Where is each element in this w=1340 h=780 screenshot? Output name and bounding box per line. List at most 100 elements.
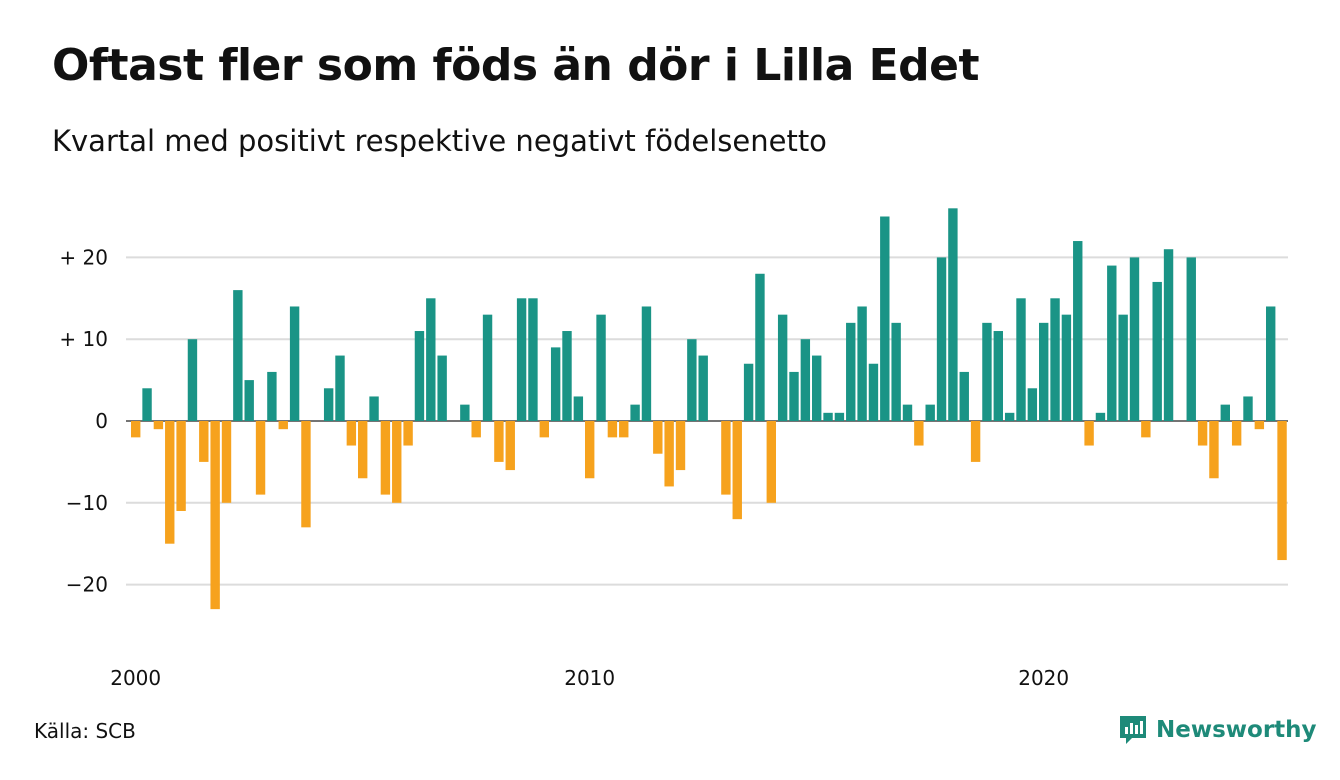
bar-negative	[914, 421, 924, 446]
bar-negative	[766, 421, 776, 503]
bar-positive	[573, 396, 584, 421]
bar-positive	[1243, 396, 1253, 421]
newsworthy-logo-icon	[1120, 716, 1146, 744]
bar-negative	[494, 421, 504, 462]
chart-subtitle: Kvartal med positivt respektive negativt…	[52, 124, 827, 158]
y-tick-label: −10	[66, 491, 108, 515]
bar-positive	[891, 322, 901, 421]
bar-negative	[1141, 421, 1151, 438]
bar-negative	[153, 421, 164, 430]
bar-positive	[846, 322, 856, 421]
source-note: Källa: SCB	[34, 719, 136, 743]
bar-positive	[857, 306, 867, 421]
bar-positive	[1061, 314, 1072, 421]
bar-positive	[959, 371, 969, 421]
bar-positive	[1186, 257, 1196, 421]
bar-positive	[834, 412, 845, 421]
bar-negative	[505, 421, 515, 471]
bar-negative	[131, 421, 141, 438]
bar-negative	[607, 421, 618, 438]
bar-positive	[880, 216, 890, 421]
bar-positive	[233, 290, 243, 421]
bar-positive	[426, 298, 436, 421]
x-tick-label: 2000	[110, 666, 161, 690]
y-axis: + 20 + 10 0 −10 −20	[59, 245, 108, 596]
bar-positive	[1129, 257, 1140, 421]
bar-positive	[187, 339, 198, 421]
bar-negative	[1254, 421, 1265, 430]
bar-positive	[437, 355, 447, 421]
y-tick-label: + 10	[59, 327, 108, 351]
bar-negative	[675, 421, 686, 471]
bar-negative	[165, 421, 175, 544]
y-tick-label: 0	[95, 409, 108, 433]
bar-negative	[1277, 421, 1287, 561]
bar-positive	[948, 208, 958, 421]
bar-positive	[687, 339, 697, 421]
newsworthy-logo-text: Newsworthy	[1156, 717, 1317, 743]
bar-positive	[1016, 298, 1026, 421]
y-tick-label: + 20	[59, 245, 108, 269]
bar-positive	[1152, 281, 1162, 421]
bar-negative	[1209, 421, 1219, 479]
bar-positive	[1073, 241, 1083, 421]
bar-positive	[1050, 298, 1060, 421]
bar-positive	[1118, 314, 1128, 421]
bar-positive	[414, 331, 425, 421]
bar-positive	[925, 404, 935, 421]
newsworthy-logo[interactable]: Newsworthy	[1118, 714, 1317, 746]
chart-title: Oftast fler som föds än dör i Lilla Edet	[52, 40, 980, 91]
bar-positive	[789, 371, 799, 421]
bar-negative	[721, 421, 731, 495]
bar-negative	[653, 421, 663, 454]
bar-positive	[244, 380, 254, 421]
bar-negative	[1197, 421, 1208, 446]
bar-negative	[539, 421, 549, 438]
bar-positive	[777, 314, 788, 421]
bar-positive	[630, 404, 640, 421]
bar-positive	[800, 339, 811, 421]
bar-positive	[1004, 412, 1015, 421]
bar-negative	[970, 421, 981, 462]
bar-negative	[471, 421, 481, 438]
bar-negative	[1231, 421, 1242, 446]
bar-positive	[868, 363, 879, 421]
bar-positive	[482, 314, 493, 421]
bar-negative	[664, 421, 674, 487]
bar-positive	[823, 412, 833, 421]
bar-positive	[1220, 404, 1230, 421]
bar-positive	[142, 388, 152, 421]
bar-positive	[460, 404, 470, 421]
bar-negative	[1084, 421, 1094, 446]
bar-positive	[641, 306, 652, 421]
bar-negative	[278, 421, 288, 430]
bar-negative	[403, 421, 413, 446]
bar-positive	[1163, 249, 1174, 421]
x-tick-label: 2020	[1018, 666, 1069, 690]
bar-negative	[176, 421, 186, 511]
x-axis: 2000 2010 2020	[110, 666, 1069, 690]
bar-negative	[392, 421, 402, 503]
bar-positive	[902, 404, 913, 421]
y-tick-label: −20	[66, 573, 108, 597]
bar-negative	[732, 421, 742, 520]
bars	[131, 208, 1287, 610]
bar-positive	[1027, 388, 1038, 421]
bar-positive	[1039, 322, 1049, 421]
bar-positive	[289, 306, 300, 421]
bar-negative	[210, 421, 220, 610]
bar-positive	[335, 355, 345, 421]
bar-positive	[267, 371, 277, 421]
bar-negative	[619, 421, 629, 438]
bar-negative	[221, 421, 232, 503]
bar-positive	[812, 355, 822, 421]
bar-negative	[255, 421, 266, 495]
bar-negative	[346, 421, 357, 446]
bar-positive	[1107, 265, 1117, 421]
bar-positive	[596, 314, 606, 421]
bar-negative	[380, 421, 391, 495]
x-tick-label: 2010	[564, 666, 615, 690]
bar-positive	[323, 388, 334, 421]
bar-positive	[993, 331, 1003, 421]
